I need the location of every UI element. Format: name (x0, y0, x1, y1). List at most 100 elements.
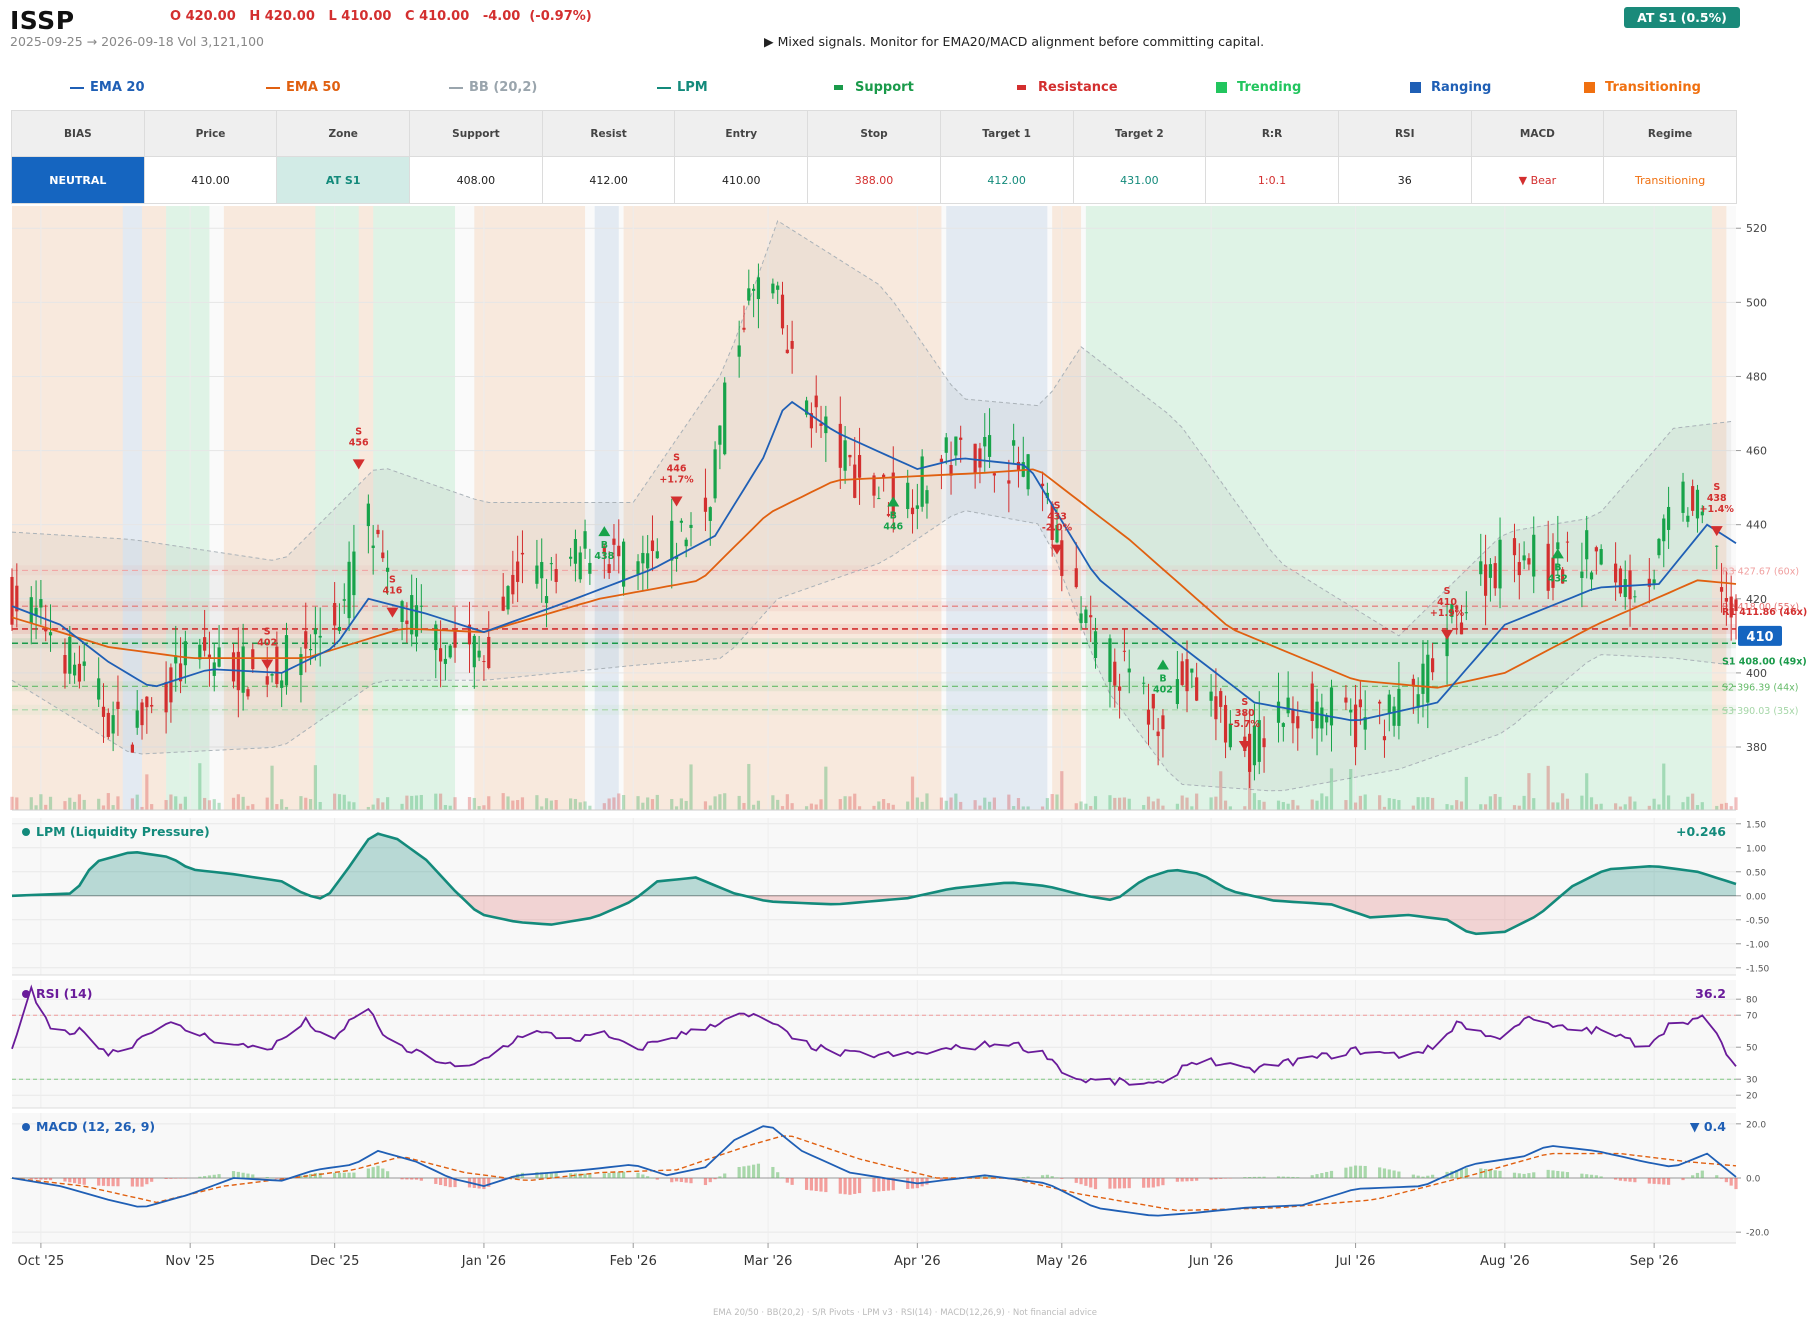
volume-bar (612, 797, 616, 810)
volume-bar (1353, 802, 1358, 810)
volume-bar (1686, 796, 1690, 810)
candle-body (809, 413, 813, 429)
macd-histogram-bar (207, 1175, 212, 1178)
subpanel-tick-label: -1.00 (1746, 940, 1770, 950)
volume-bar (939, 797, 944, 810)
volume-bar (655, 794, 659, 810)
macd-histogram-bar (63, 1178, 67, 1182)
candle-body (63, 655, 67, 674)
legend-item[interactable]: LPM (657, 80, 708, 95)
summary-header-cell: Support (409, 110, 543, 157)
candle-body (1016, 461, 1021, 470)
candle-body (646, 553, 650, 569)
candle-body (674, 556, 679, 559)
price-tick-label: 480 (1746, 370, 1767, 383)
macd-histogram-bar (342, 1172, 346, 1178)
volume-bar (1040, 806, 1045, 810)
summary-value-cell: NEUTRAL (11, 156, 145, 204)
macd-histogram-bar (97, 1178, 101, 1186)
volume-bar (231, 797, 236, 810)
signal-label: 433 (1047, 512, 1067, 523)
volume-bar (1185, 797, 1189, 810)
candle-body (1127, 668, 1131, 673)
legend-item[interactable]: Support (834, 80, 914, 95)
volume-bar (544, 798, 549, 810)
legend-item[interactable]: EMA 50 (266, 80, 341, 95)
signal-label: S (673, 452, 680, 463)
subpanel-tick-label: 1.00 (1746, 844, 1766, 854)
candle-body (116, 701, 120, 709)
volume-bar (747, 763, 751, 810)
macd-histogram-bar (299, 1175, 303, 1178)
volume-bar (1281, 802, 1285, 810)
candle-body (1040, 483, 1045, 487)
candle-body (1378, 701, 1382, 704)
subpanel-tick-label: 20.0 (1746, 1120, 1766, 1130)
candle-body (1329, 687, 1334, 726)
buy-signal-marker (1551, 548, 1564, 559)
volume-bar (1113, 797, 1117, 810)
candle-body (1257, 720, 1261, 762)
macd-histogram-bar (679, 1178, 683, 1182)
signal-label: 438 (594, 551, 614, 562)
candle-body (1122, 650, 1127, 652)
macd-histogram-bar (410, 1178, 414, 1180)
subpanel-tick-label: 0.50 (1746, 868, 1766, 878)
volume-bar (68, 797, 72, 810)
macd-histogram-bar (655, 1178, 659, 1180)
candle-body (540, 562, 544, 579)
macd-histogram-bar (1219, 1178, 1223, 1179)
legend-swatch (266, 86, 280, 89)
sr-level-label: R2 418.00 (55x) (1722, 602, 1799, 613)
macd-histogram-bar (1565, 1172, 1570, 1178)
subpanel-tick-label: -0.50 (1746, 916, 1770, 926)
macd-histogram-bar (1421, 1176, 1425, 1178)
candle-body (140, 702, 144, 726)
signal-label: B (601, 540, 608, 551)
macd-histogram-bar (1276, 1176, 1281, 1178)
legend-item[interactable]: EMA 20 (70, 80, 145, 95)
volume-bar (718, 794, 722, 810)
legend-swatch (834, 85, 843, 90)
candle-body (1455, 605, 1459, 609)
signal-label: S (264, 626, 271, 637)
volume-bar (1589, 797, 1594, 810)
macd-histogram-bar (1079, 1178, 1083, 1185)
legend-item[interactable]: Trending (1216, 80, 1301, 95)
candle-body (1248, 733, 1252, 772)
volume-bar (487, 796, 491, 810)
volume-bar (804, 806, 809, 810)
macd-histogram-bar (857, 1178, 862, 1194)
macd-histogram-bar (1358, 1165, 1362, 1178)
candle-body (1344, 697, 1348, 703)
macd-histogram-bar (333, 1172, 337, 1178)
volume-bar (453, 797, 457, 810)
chart-area[interactable]: 380 400 420 440 460 480 500 520 R3 427.67 (60x) R… (0, 0, 1810, 1290)
volume-bar (111, 805, 115, 810)
legend-item[interactable]: BB (20,2) (449, 80, 537, 95)
candle-body (1310, 683, 1314, 721)
candle-body (178, 663, 183, 682)
candle-body (1175, 679, 1179, 705)
legend-item[interactable]: Resistance (1017, 80, 1118, 95)
volume-bar (1652, 798, 1656, 810)
macd-histogram-bar (203, 1176, 207, 1178)
volume-bar (1320, 793, 1324, 810)
summary-value-cell: 412.00 (939, 156, 1074, 204)
volume-bar (838, 799, 842, 810)
candle-body (511, 574, 515, 595)
volume-bar (1719, 803, 1724, 810)
candle-body (39, 599, 43, 608)
candle-body (1074, 568, 1078, 588)
macd-histogram-bar (77, 1178, 82, 1184)
legend-item[interactable]: Ranging (1410, 80, 1491, 95)
candle-body (101, 706, 106, 717)
candle-body (1729, 596, 1733, 618)
candle-body (270, 674, 274, 676)
ema50-line (11, 468, 1737, 689)
legend-item[interactable]: Transitioning (1584, 80, 1701, 95)
chart-legend: EMA 20 EMA 50 BB (20,2) LPM Support Resistanc… (0, 80, 1740, 98)
candle-body (1223, 704, 1228, 743)
subpanel-title-dot (22, 828, 30, 836)
macd-histogram-bar (1074, 1178, 1078, 1183)
